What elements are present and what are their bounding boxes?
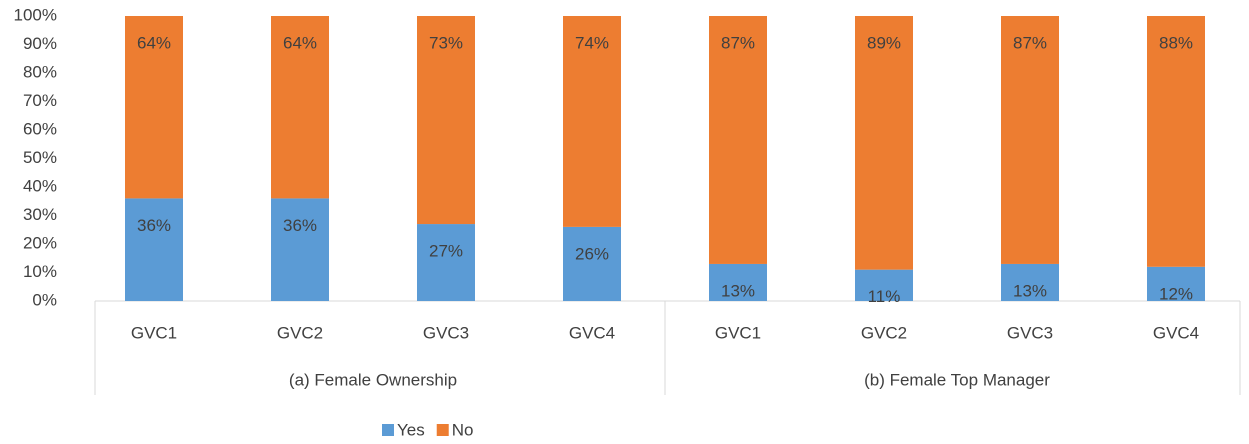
- value-label: 73%: [429, 33, 463, 52]
- bar-segment: [563, 226, 621, 301]
- bar-segment: [417, 224, 475, 301]
- legend-label: Yes: [397, 420, 425, 439]
- y-tick-label: 20%: [23, 233, 57, 252]
- value-label: 88%: [1159, 33, 1193, 52]
- value-label: 87%: [1013, 33, 1047, 52]
- value-label: 36%: [283, 216, 317, 235]
- bar-segment: [1001, 16, 1059, 264]
- value-label: 13%: [1013, 281, 1047, 300]
- bar-segment: [1147, 16, 1205, 267]
- y-tick-label: 80%: [23, 62, 57, 81]
- y-tick-label: 0%: [32, 290, 57, 309]
- x-tick-label: GVC1: [715, 323, 761, 342]
- bar-segment: [271, 16, 329, 199]
- group-label: (b) Female Top Manager: [864, 370, 1050, 389]
- bar-segment: [271, 198, 329, 301]
- bar-segment: [125, 198, 183, 301]
- bar-segment: [563, 16, 621, 227]
- value-label: 89%: [867, 33, 901, 52]
- bar-segment: [855, 16, 913, 270]
- x-tick-label: GVC3: [1007, 323, 1053, 342]
- y-tick-label: 10%: [23, 262, 57, 281]
- value-label: 12%: [1159, 284, 1193, 303]
- value-label: 13%: [721, 281, 755, 300]
- value-label: 11%: [868, 287, 901, 306]
- y-tick-label: 100%: [14, 5, 57, 24]
- bar-segment: [1147, 266, 1205, 301]
- value-label: 36%: [137, 216, 171, 235]
- value-label: 26%: [575, 244, 609, 263]
- value-label: 64%: [283, 33, 317, 52]
- x-tick-label: GVC4: [1153, 323, 1199, 342]
- bar-segment: [709, 263, 767, 301]
- legend-swatch: [382, 424, 394, 436]
- y-tick-label: 50%: [23, 148, 57, 167]
- x-tick-label: GVC4: [569, 323, 615, 342]
- bar-segment: [855, 269, 913, 301]
- group-label: (a) Female Ownership: [289, 370, 457, 389]
- x-tick-label: GVC2: [277, 323, 323, 342]
- x-tick-label: GVC3: [423, 323, 469, 342]
- value-label: 74%: [575, 33, 609, 52]
- y-tick-label: 70%: [23, 91, 57, 110]
- y-tick-label: 30%: [23, 205, 57, 224]
- bar-segment: [709, 16, 767, 264]
- legend-label: No: [452, 420, 474, 439]
- bar-segment: [417, 16, 475, 225]
- y-tick-label: 60%: [23, 119, 57, 138]
- y-tick-label: 90%: [23, 34, 57, 53]
- value-label: 87%: [721, 33, 755, 52]
- x-tick-label: GVC2: [861, 323, 907, 342]
- bar-segment: [1001, 263, 1059, 301]
- legend-swatch: [436, 424, 449, 436]
- value-label: 27%: [429, 242, 463, 261]
- value-label: 64%: [137, 33, 171, 52]
- y-tick-label: 40%: [23, 176, 57, 195]
- bar-segment: [125, 16, 183, 199]
- x-tick-label: GVC1: [131, 323, 177, 342]
